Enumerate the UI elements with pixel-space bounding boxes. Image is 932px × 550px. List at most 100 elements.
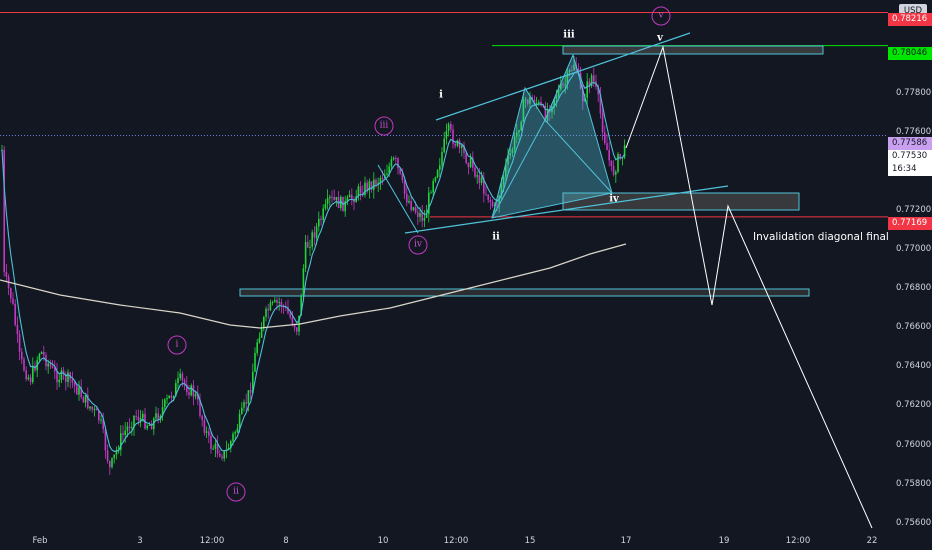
candle-body [302,268,305,297]
candle-body [441,152,443,166]
candle-body [170,395,173,398]
candle-body [513,136,516,150]
candle-body [221,456,223,459]
candle-body [203,420,206,433]
candle-body [142,413,144,418]
candle-body [157,413,159,420]
candle-body [348,194,351,198]
candle-body [588,81,591,87]
y-tick-label: 0.75600 [896,517,932,528]
candle-body [357,186,360,197]
price-axis[interactable] [888,0,932,550]
wave-label-ii: ii [492,231,500,243]
candle-body [29,377,32,383]
candle-body [258,337,261,343]
candle-body [73,382,76,386]
candle-body [491,201,494,207]
candle-body [247,390,250,404]
candle-body [23,359,25,371]
candle-body [397,158,399,169]
candle-body [111,458,113,468]
candle-body [606,143,608,151]
wave-label-iii: iii [563,29,575,41]
candle-body [49,363,52,367]
candle-body [425,213,428,218]
candle-body [450,124,452,130]
candle-body [401,173,404,181]
candle-body [263,316,265,329]
candle-body [78,387,80,395]
candle-body [344,200,346,212]
y-tick-label: 0.76400 [896,361,932,372]
candle-body [148,424,151,426]
candle-body [212,448,214,450]
candle-body [612,166,615,175]
candle-body [326,198,329,204]
candle-body [485,193,487,195]
y-tick-label: 0.75800 [896,478,932,489]
candle-body [408,201,410,203]
candle-body [89,406,91,409]
candle-body [219,453,221,457]
candle-body [124,430,126,435]
candle-body [289,313,291,318]
candle-body [364,182,366,195]
candle-body [313,232,316,238]
candle-body [469,157,472,168]
candle-body [406,193,408,203]
candle-body [98,410,100,421]
candle-body [474,167,476,177]
x-tick-label: 17 [620,536,632,546]
candle-body [282,306,285,308]
candle-body [533,99,536,104]
candle-body [197,393,199,400]
candle-body [126,426,129,431]
candle-body [230,440,232,449]
candle-body [542,105,544,107]
harmonic-leg [544,119,613,194]
candle-body [10,288,12,299]
candle-body [175,383,177,397]
candle-body [293,324,296,328]
y-tick-label: 0.76800 [896,283,932,294]
candle-body [113,454,115,459]
candle-body [214,443,217,449]
price-tag: 16:34 [888,163,932,176]
candle-body [436,170,439,178]
x-tick-label: 12:00 [443,536,469,546]
price-tag: 0.77169 [888,217,932,230]
candle-body [106,450,109,462]
candle-body [265,308,267,317]
candle-body [40,351,43,354]
candle-body [243,402,245,408]
candle-body [139,417,142,421]
y-tick-label: 0.77000 [896,244,932,255]
candle-body [274,300,276,302]
x-tick-label: 19 [718,536,730,546]
candle-body [351,194,353,200]
candle-body [373,179,375,190]
candle-body [568,69,571,73]
candle-body [590,75,593,87]
candle-body [414,207,417,213]
candle-body [315,226,318,238]
candle-body [43,351,45,356]
candle-body [131,427,133,429]
candle-body [166,398,168,400]
candle-body [430,192,432,194]
candle-body [511,149,514,154]
candle-body [304,242,307,269]
candle-body [619,153,621,158]
candle-body [135,415,137,417]
candle-body [104,429,107,451]
y-tick-label: 0.76200 [896,400,932,411]
candle-body [509,153,511,156]
candle-body [62,370,65,374]
wave-label-circled-i: i [167,335,187,355]
candle-body [56,371,58,383]
candle-body [287,307,289,314]
candle-body [146,425,148,429]
candle-body [476,175,478,177]
